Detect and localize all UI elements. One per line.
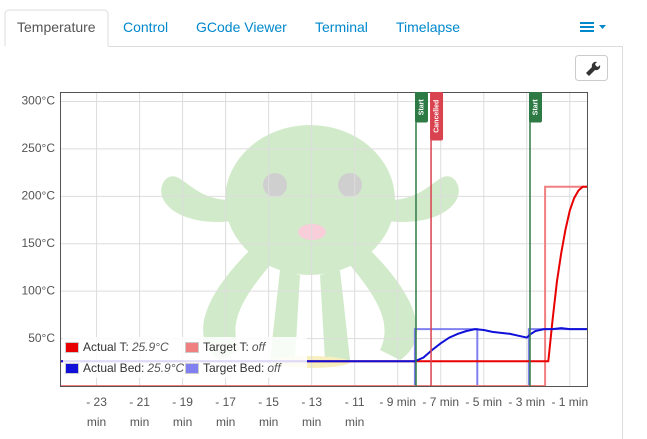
x-tick-label: - 9 min <box>379 395 417 409</box>
legend-swatch <box>185 341 199 353</box>
x-tick-label: - 5 min <box>465 395 503 409</box>
x-tick-label: - 7 min <box>422 395 460 409</box>
x-tick-label: - 1 min <box>551 395 589 409</box>
y-tick-label: 150°C <box>22 236 56 250</box>
event-label: Cancelled <box>433 100 440 133</box>
legend-text: off <box>251 340 266 354</box>
event-tag <box>414 92 428 123</box>
tab[interactable]: Temperature <box>17 19 96 35</box>
tab[interactable]: GCode Viewer <box>196 19 287 35</box>
legend-item: Actual T: 25.9°C <box>65 340 185 354</box>
y-tick-label: 200°C <box>22 188 56 202</box>
series-line <box>60 328 587 387</box>
legend-swatch <box>65 362 79 374</box>
series-line <box>60 327 587 363</box>
legend-item: Actual Bed: 25.9°C <box>65 361 185 375</box>
x-tick-label: - 19 min <box>172 395 193 429</box>
legend-text: Actual Bed: <box>83 361 145 375</box>
event-tag <box>528 92 542 123</box>
tab[interactable]: Terminal <box>315 19 368 35</box>
x-tick-label: - 21 min <box>129 395 150 429</box>
plot-frame <box>60 92 588 387</box>
watermark <box>161 125 459 368</box>
x-tick-label: - 15 min <box>258 395 279 429</box>
tab[interactable]: Control <box>123 19 169 35</box>
legend-text: Target Bed: <box>203 361 265 375</box>
tab[interactable]: Timelapse <box>396 19 461 35</box>
legend-item: Target T: off <box>185 340 305 354</box>
legend-text: Actual T: <box>83 340 129 354</box>
legend-text: 25.9°C <box>131 340 169 354</box>
legend-item: Target Bed: off <box>185 361 305 375</box>
legend-text: Target T: <box>203 340 249 354</box>
active-tab-frame <box>4 9 109 46</box>
y-tick-label: 300°C <box>22 94 56 108</box>
x-tick-label: - 23 min <box>86 395 107 429</box>
legend-swatch <box>185 362 199 374</box>
legend-swatch <box>65 341 79 353</box>
legend-text: off <box>267 361 281 375</box>
event-label: Start <box>418 99 425 116</box>
event-label: Start <box>532 99 539 116</box>
settings-button[interactable] <box>575 55 608 81</box>
menu-icon[interactable] <box>580 22 606 32</box>
x-tick-label: - 13 min <box>301 395 322 429</box>
x-tick-label: - 3 min <box>508 395 546 409</box>
event-tag <box>430 92 444 141</box>
y-tick-label: 250°C <box>22 141 56 155</box>
y-tick-label: 50°C <box>28 331 55 345</box>
x-tick-label: - 11 min <box>344 395 365 429</box>
x-tick-label: - 17 min <box>215 395 236 429</box>
legend-text: 25.9°C <box>147 361 185 375</box>
series-line <box>60 185 587 363</box>
y-tick-label: 100°C <box>22 283 56 297</box>
legend: Actual T: 25.9°C Target T: off Actual Bed: 25… <box>63 337 307 378</box>
